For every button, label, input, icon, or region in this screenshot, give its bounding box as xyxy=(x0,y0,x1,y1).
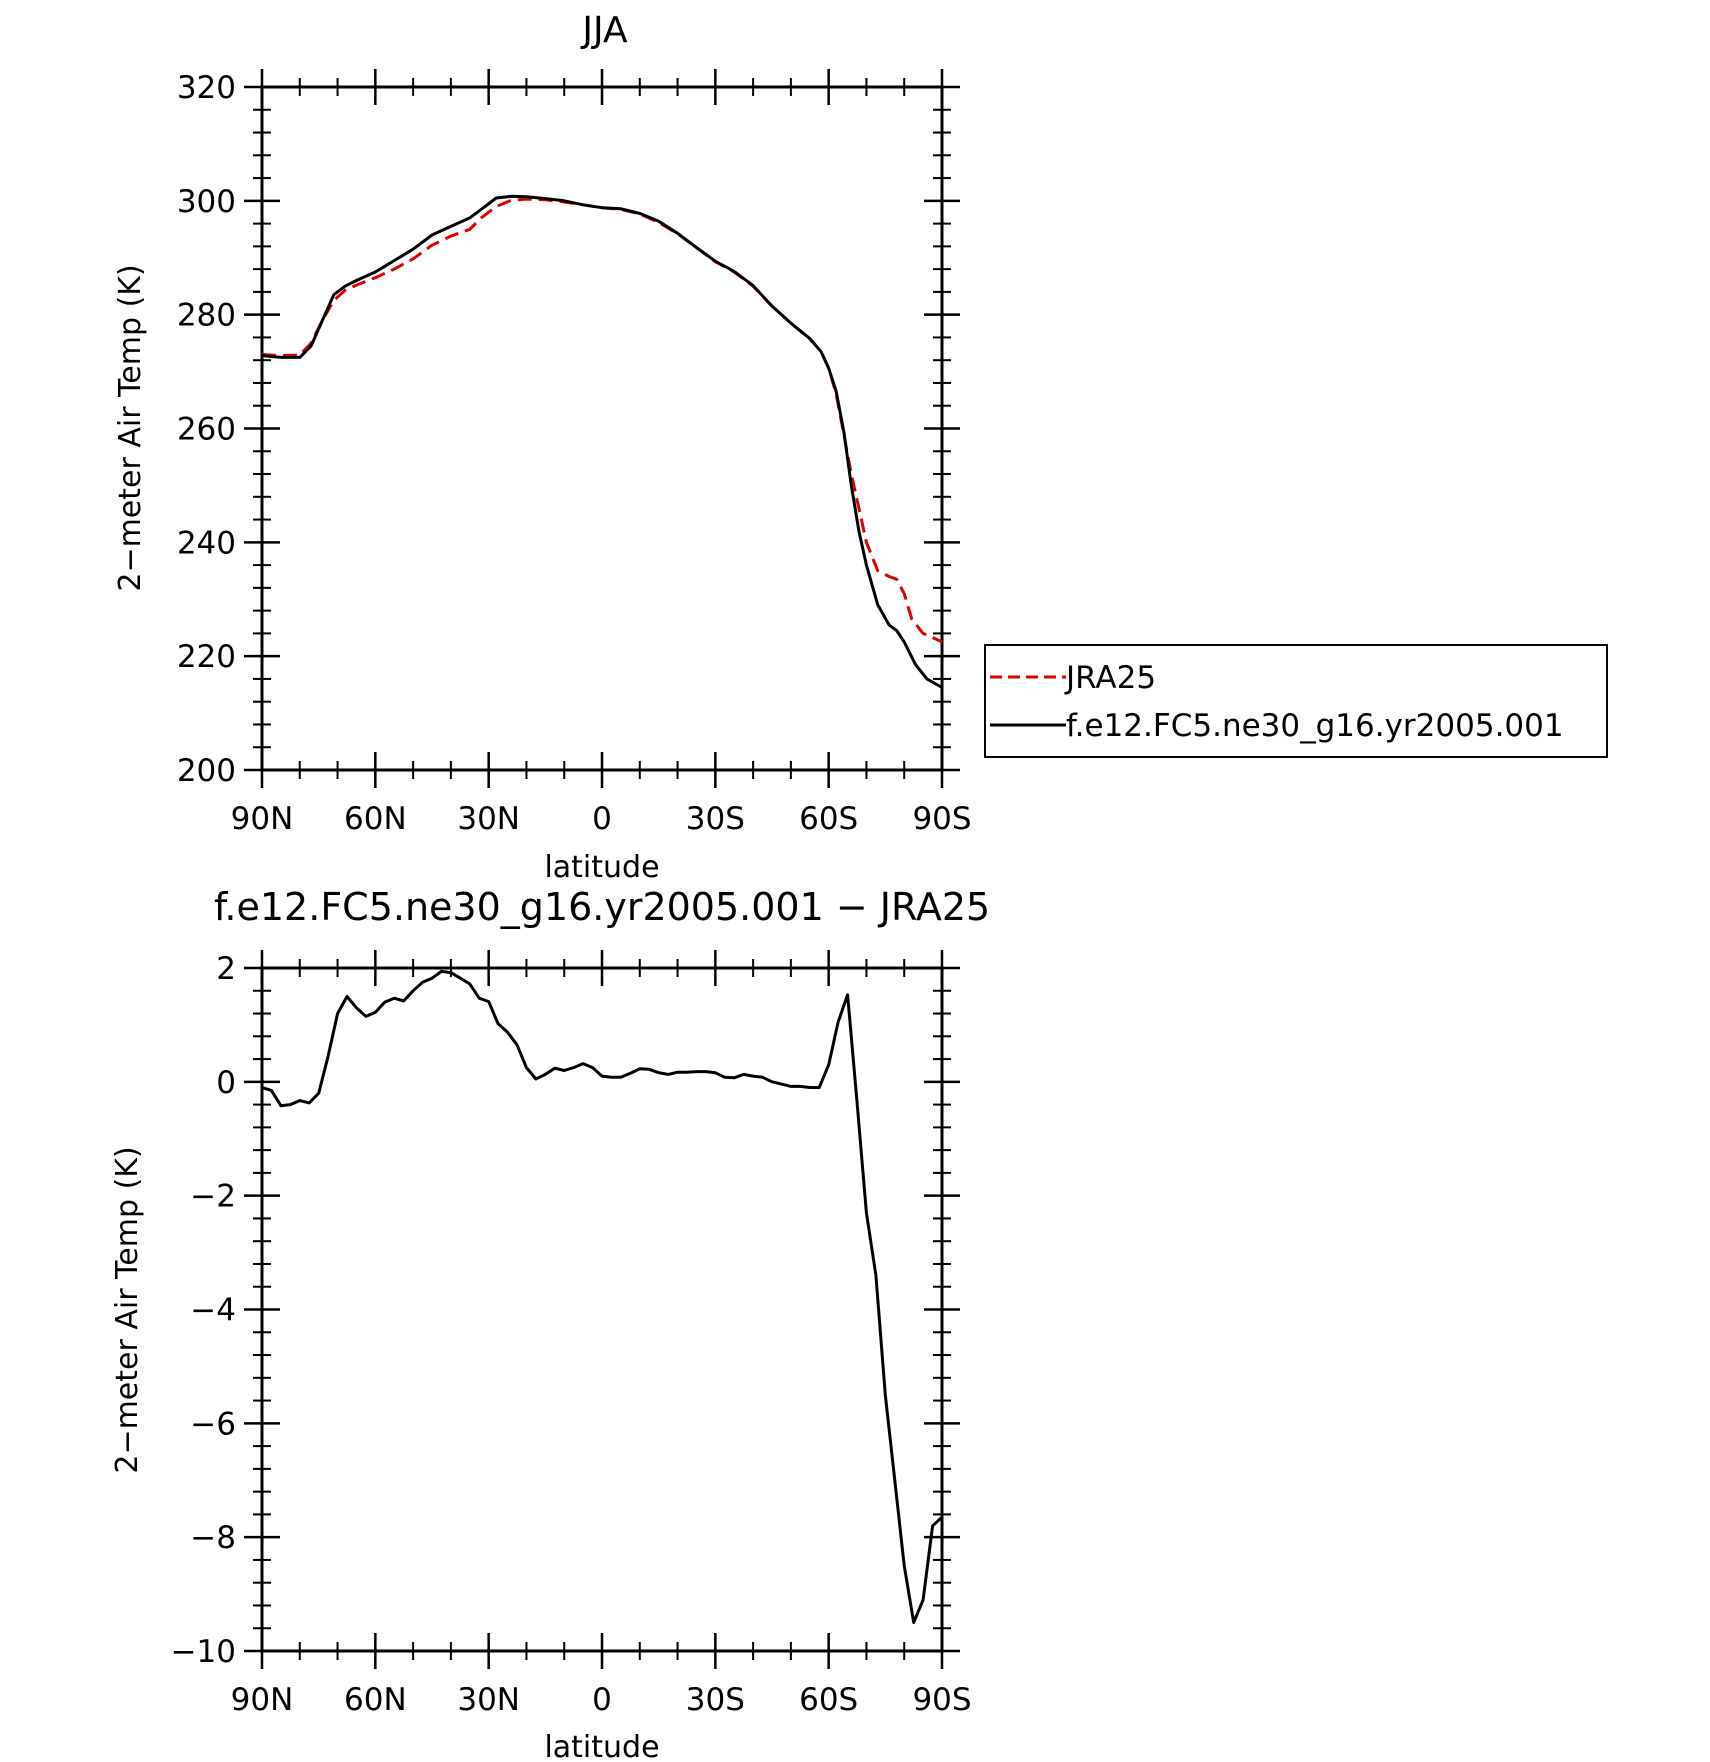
ytick-label: 220 xyxy=(177,639,236,675)
ytick-label: 260 xyxy=(177,412,236,448)
xtick-label: 60S xyxy=(799,1682,858,1718)
panel-top-ylabel: 2−meter Air Temp (K) xyxy=(113,264,148,591)
ytick-label: 200 xyxy=(177,753,236,789)
legend-label-jra25: JRA25 xyxy=(1064,660,1156,696)
panel-top-xlabel: latitude xyxy=(544,850,659,885)
ytick-label: 280 xyxy=(177,298,236,334)
xtick-label: 30S xyxy=(686,1682,745,1718)
panel-bottom-title: f.e12.FC5.ne30_g16.yr2005.001 − JRA25 xyxy=(214,885,990,929)
ytick-label: 0 xyxy=(216,1065,236,1101)
ytick-label: 2 xyxy=(216,951,236,987)
xtick-label: 60N xyxy=(344,801,407,837)
ytick-label: 320 xyxy=(177,70,236,106)
xtick-label: 60N xyxy=(344,1682,407,1718)
ytick-label: −10 xyxy=(171,1634,236,1670)
panel-bottom-ticks: −10 −8 −6 −4 −2 0 2 90N 60N 30N 0 30S 60S 90S xyxy=(171,950,972,1718)
panel-top-lines xyxy=(261,194,943,689)
panel-top: JJA 200 220 240 260 280 300 320 90N 60N 30N 0 30S 60… xyxy=(113,10,972,885)
series-line-top-1 xyxy=(261,194,943,689)
xtick-label: 30S xyxy=(686,801,745,837)
xtick-label: 90N xyxy=(231,801,294,837)
ytick-label: −2 xyxy=(190,1179,236,1215)
ytick-label: 300 xyxy=(177,184,236,220)
panel-top-frame xyxy=(260,85,944,772)
ytick-label: −4 xyxy=(190,1293,236,1329)
panel-bottom-frame xyxy=(260,966,944,1653)
panel-top-ticks: 200 220 240 260 280 300 320 90N 60N 30N 0 30S 60S 90S xyxy=(177,69,972,837)
legend-label-model: f.e12.FC5.ne30_g16.yr2005.001 xyxy=(1066,708,1564,744)
ytick-label: −8 xyxy=(190,1520,236,1556)
panel-bottom-xlabel: latitude xyxy=(544,1730,659,1762)
panel-top-title: JJA xyxy=(580,10,628,51)
xtick-label: 60S xyxy=(799,801,858,837)
ytick-label: −6 xyxy=(190,1406,236,1442)
xtick-label: 30N xyxy=(457,801,520,837)
legend: JRA25 f.e12.FC5.ne30_g16.yr2005.001 xyxy=(984,644,1608,758)
panel-bottom-lines xyxy=(261,969,944,1624)
xtick-label: 90S xyxy=(912,801,971,837)
xtick-label: 30N xyxy=(457,1682,520,1718)
ytick-label: 240 xyxy=(177,525,236,561)
series-line-bottom-0 xyxy=(261,969,944,1624)
panel-bottom: f.e12.FC5.ne30_g16.yr2005.001 − JRA25 −1… xyxy=(110,885,990,1762)
xtick-label: 90N xyxy=(231,1682,294,1718)
series-line-top-0 xyxy=(261,197,943,644)
legend-box xyxy=(984,644,1608,758)
xtick-label: 0 xyxy=(592,1682,612,1718)
xtick-label: 0 xyxy=(592,801,612,837)
xtick-label: 90S xyxy=(912,1682,971,1718)
panel-bottom-ylabel: 2−meter Air Temp (K) xyxy=(110,1146,145,1473)
